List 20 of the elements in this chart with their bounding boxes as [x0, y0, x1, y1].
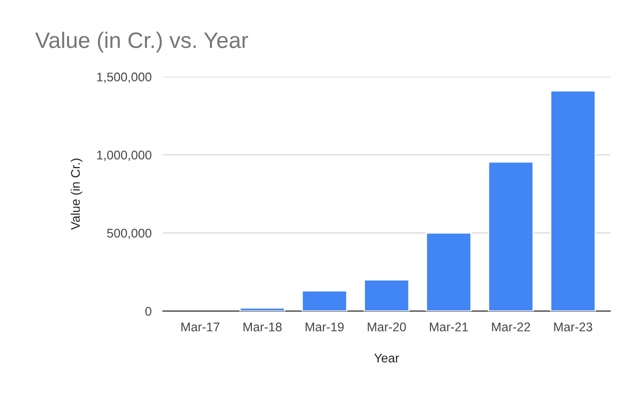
y-tick-label: 1,500,000: [97, 72, 152, 83]
chart-title: Value (in Cr.) vs. Year: [35, 32, 248, 53]
y-tick-label: 500,000: [107, 228, 152, 240]
x-axis-title: Year: [374, 354, 400, 362]
x-tick-label: Mar-21: [430, 322, 468, 332]
bar: [239, 307, 286, 312]
x-tick-label: Mar-23: [554, 322, 592, 332]
y-tick-label: 1,000,000: [97, 150, 152, 161]
bar: [550, 90, 596, 312]
x-tick-label: Mar-19: [306, 322, 344, 332]
x-tick-label: Mar-22: [492, 322, 530, 332]
bar: [301, 290, 348, 312]
x-tick-label: Mar-18: [244, 322, 282, 332]
bar: [364, 279, 410, 312]
y-axis-title: Value (in Cr.): [70, 158, 82, 230]
x-tick-label: Mar-20: [368, 322, 406, 332]
y-tick-label: 0: [145, 306, 152, 316]
bar: [488, 161, 534, 312]
x-tick-label: Mar-17: [181, 322, 220, 332]
bar: [426, 232, 472, 312]
